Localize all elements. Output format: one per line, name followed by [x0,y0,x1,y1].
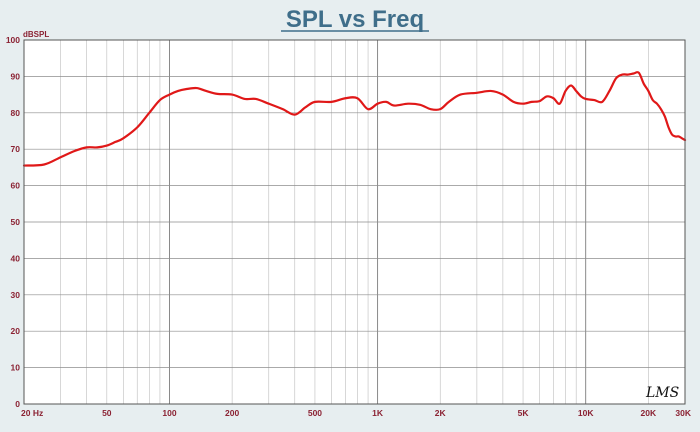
y-tick-label: 80 [11,108,21,118]
y-tick-label: 50 [11,217,21,227]
y-tick-label: 60 [11,181,21,191]
y-tick-label: 40 [11,253,21,263]
x-tick-label: 2K [435,408,447,418]
chart-title: SPL vs Freq [286,6,424,33]
plot-area [22,39,687,405]
y-axis-unit-label: dBSPL [23,30,49,39]
lms-logo: LMS [645,385,679,401]
curve-group [22,71,687,167]
y-tick-label: 30 [11,290,21,300]
y-tick-label: 70 [11,144,21,154]
y-tick-label: 0 [15,399,20,409]
x-tick-label: 5K [518,408,530,418]
y-tick-label: 10 [11,363,21,373]
y-tick-label: 20 [11,326,21,336]
x-tick-label: 20 Hz [21,408,43,418]
x-tick-label: 500 [308,408,322,418]
grid-major [24,40,685,404]
x-tick-labels: 20 Hz 50 100 200 500 1K 2K 5K 10K 20K 30K [21,408,692,418]
y-tick-label: 100 [6,35,20,45]
spl-curve-line [22,71,687,167]
y-tick-label: 90 [11,71,21,81]
x-tick-label: 50 [102,408,112,418]
plot-frame [23,39,686,405]
x-tick-label: 20K [641,408,657,418]
x-tick-label: 30K [675,408,691,418]
x-tick-label: 200 [225,408,239,418]
x-tick-label: 100 [162,408,176,418]
x-tick-label: 1K [372,408,384,418]
x-tick-label: 10K [578,408,594,418]
